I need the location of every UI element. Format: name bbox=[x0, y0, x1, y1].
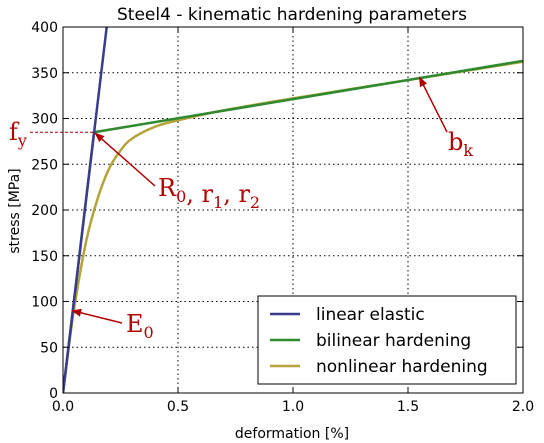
x-tick-label-0: 0.0 bbox=[52, 399, 74, 415]
x-tick-label-3: 1.5 bbox=[397, 399, 419, 415]
annotation-bk: bk bbox=[448, 128, 473, 160]
y-tick-label-2: 100 bbox=[31, 295, 58, 311]
y-tick-label-3: 150 bbox=[31, 249, 58, 265]
legend: linear elastic bilinear hardening nonlinea… bbox=[257, 295, 517, 385]
x-axis-label: deformation [%] bbox=[235, 426, 349, 442]
legend-label-1: bilinear hardening bbox=[316, 331, 471, 351]
series-line-linear-elastic bbox=[63, 27, 108, 393]
annotation-fy: fy bbox=[9, 118, 27, 150]
annotation-arrow-E0 bbox=[71, 308, 123, 324]
x-tick-label-2: 1.0 bbox=[282, 399, 304, 415]
y-ticks: 0 50 100 150 200 250 300 350 400 bbox=[31, 20, 523, 402]
y-tick-label-7: 350 bbox=[31, 66, 58, 82]
y-tick-label-1: 50 bbox=[40, 340, 58, 356]
y-tick-label-4: 200 bbox=[31, 203, 58, 219]
annotation-R0: R0, r1, r2 bbox=[158, 174, 260, 212]
annotation-arrow-R0 bbox=[94, 132, 156, 187]
y-tick-label-6: 300 bbox=[31, 112, 58, 128]
legend-box bbox=[257, 295, 517, 385]
x-tick-label-1: 0.5 bbox=[167, 399, 189, 415]
annotations: fy R0, r1, r2 bk E0 bbox=[9, 76, 473, 342]
chart-title: Steel4 - kinematic hardening parameters bbox=[117, 5, 467, 25]
legend-label-0: linear elastic bbox=[316, 305, 425, 325]
annotation-E0: E0 bbox=[126, 310, 154, 342]
y-tick-label-5: 250 bbox=[31, 157, 58, 173]
y-axis-label: stress [MPa] bbox=[7, 168, 23, 253]
x-ticks: 0.0 0.5 1.0 1.5 2.0 bbox=[52, 27, 534, 415]
legend-label-2: nonlinear hardening bbox=[316, 357, 488, 377]
y-tick-label-0: 0 bbox=[49, 386, 58, 402]
y-tick-label-8: 400 bbox=[31, 20, 58, 36]
grid bbox=[63, 27, 523, 393]
x-tick-label-4: 2.0 bbox=[512, 399, 534, 415]
annotation-arrow-bk bbox=[418, 76, 448, 133]
series-lines bbox=[63, 27, 523, 393]
